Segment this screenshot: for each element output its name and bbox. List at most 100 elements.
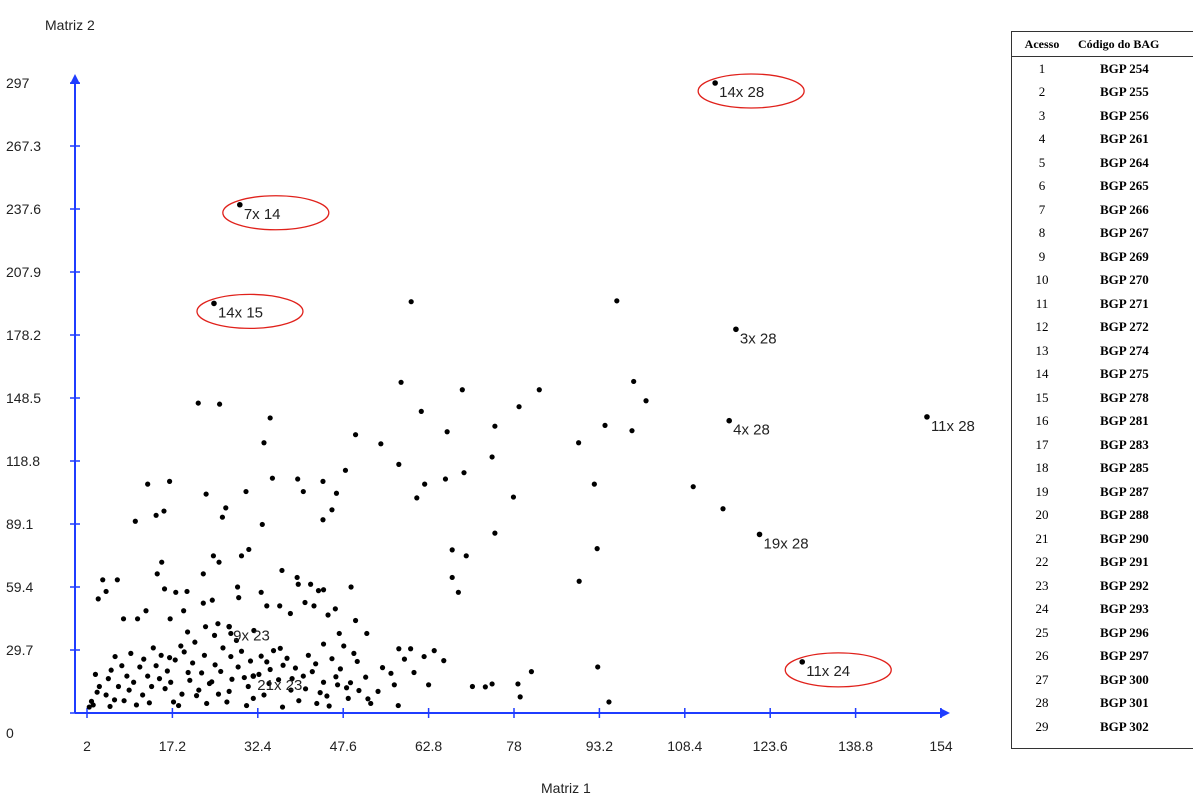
data-point (320, 679, 327, 685)
data-point (172, 657, 178, 663)
data-point (159, 559, 165, 565)
point-annotation: 9x 23 (233, 628, 270, 645)
data-point (238, 553, 245, 559)
codigo-cell: BGP 291 (1100, 554, 1149, 570)
data-point (246, 546, 252, 553)
data-point (336, 630, 342, 637)
acesso-cell: 19 (1035, 483, 1049, 499)
x-tick-label: 154 (929, 738, 953, 754)
codigo-cell: BGP 275 (1100, 366, 1149, 382)
data-point (378, 441, 384, 447)
acesso-cell: 6 (1038, 178, 1046, 194)
data-point (287, 610, 293, 617)
data-point (489, 681, 495, 687)
data-point (324, 693, 330, 699)
data-point (203, 491, 209, 497)
data-point (492, 423, 498, 429)
data-point (391, 682, 397, 688)
table-row: 16 BGP 281 (1012, 410, 1193, 434)
data-point (200, 571, 206, 577)
table-row: 8 BGP 267 (1012, 222, 1193, 246)
data-point (395, 702, 401, 709)
data-point (455, 589, 461, 595)
codigo-cell: BGP 281 (1100, 413, 1149, 429)
x-axis-title: Matriz 1 (541, 780, 591, 796)
data-point (461, 470, 467, 476)
codigo-cell: BGP 301 (1100, 695, 1149, 711)
acesso-cell: 16 (1035, 413, 1049, 429)
table-row: 3 BGP 256 (1012, 104, 1193, 128)
data-point (233, 637, 240, 644)
data-point (201, 652, 208, 658)
data-point (594, 546, 600, 552)
data-point (143, 608, 149, 614)
data-point (311, 603, 317, 609)
data-point (124, 673, 130, 679)
data-point (134, 616, 141, 622)
table-row: 26 BGP 297 (1012, 645, 1193, 669)
x-tick-label: 93.2 (586, 738, 613, 754)
data-point (591, 481, 597, 487)
table-row: 18 BGP 285 (1012, 457, 1193, 481)
table-row: 24 BGP 293 (1012, 598, 1193, 622)
acesso-cell: 10 (1035, 272, 1049, 288)
data-point (289, 676, 295, 682)
highlight-ellipse (196, 293, 304, 330)
data-point (184, 588, 190, 595)
codigo-cell: BGP 261 (1100, 131, 1149, 147)
table-row: 21 BGP 290 (1012, 527, 1193, 551)
data-point (235, 664, 241, 670)
data-point (103, 692, 109, 698)
point-annotation: 14x 28 (719, 84, 764, 101)
table-row: 10 BGP 270 (1012, 269, 1193, 293)
data-point (215, 691, 222, 697)
data-point (88, 698, 95, 704)
acesso-cell: 7 (1038, 201, 1046, 217)
data-point (364, 630, 370, 637)
x-tick-label: 17.2 (159, 738, 186, 754)
codigo-cell: BGP 274 (1100, 342, 1149, 358)
data-point (166, 655, 173, 661)
data-point (133, 702, 140, 708)
data-point (107, 703, 113, 710)
data-point (209, 679, 215, 685)
table-row: 27 BGP 300 (1012, 668, 1193, 692)
point-annotation: 11x 28 (931, 418, 975, 435)
axes-layer (70, 74, 950, 718)
data-point (308, 581, 314, 587)
table-row: 19 BGP 287 (1012, 480, 1193, 504)
acesso-cell: 27 (1035, 671, 1049, 687)
codigo-cell: BGP 290 (1100, 530, 1149, 546)
acesso-cell: 8 (1038, 225, 1046, 241)
data-point (629, 428, 635, 434)
point-annotation: 21x 23 (257, 677, 302, 694)
data-point (228, 653, 234, 660)
data-point (398, 379, 404, 385)
data-point (184, 629, 191, 635)
data-point (166, 478, 173, 484)
data-point (469, 683, 476, 690)
data-point (229, 676, 235, 682)
data-point (334, 682, 341, 688)
y-tick-label: 207.9 (6, 264, 41, 280)
data-point (388, 670, 394, 676)
y-tick-label: 89.1 (6, 516, 33, 532)
data-point (120, 616, 127, 622)
data-point (606, 699, 612, 705)
data-point (284, 655, 290, 661)
data-point (418, 408, 424, 414)
data-point (356, 687, 362, 694)
data-point (261, 692, 267, 698)
data-point (277, 645, 283, 651)
data-point (94, 689, 100, 695)
data-point (305, 652, 311, 658)
data-point (320, 517, 326, 523)
data-point (280, 662, 286, 668)
data-point (245, 683, 251, 690)
acesso-cell: 26 (1035, 648, 1049, 664)
y-tick-label: 0 (6, 725, 14, 741)
data-point (119, 663, 125, 669)
data-point (345, 695, 351, 701)
data-point (195, 400, 201, 406)
data-point (515, 681, 521, 687)
